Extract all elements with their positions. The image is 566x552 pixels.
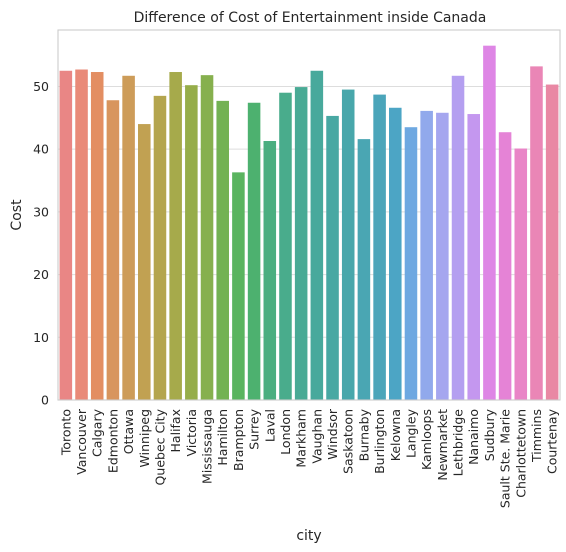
bar-timmins xyxy=(530,66,543,401)
x-tick-labels: Toronto Vancouver Calgary Edmonton Ottawa Win… xyxy=(58,408,559,508)
bar-toronto xyxy=(59,70,73,401)
x-tick-label: Surrey xyxy=(247,408,262,449)
x-tick-label: Langley xyxy=(403,408,418,458)
bar-calgary xyxy=(90,72,104,400)
bar-surrey xyxy=(247,102,261,401)
x-tick-label: Nanaimo xyxy=(466,409,481,465)
x-tick-label: Kamloops xyxy=(419,409,434,470)
y-tick-label: 40 xyxy=(33,142,49,157)
bar-newmarket xyxy=(436,112,449,400)
x-tick-label: Timmins xyxy=(529,409,544,463)
y-tick-label: 0 xyxy=(41,393,49,408)
bar-langley xyxy=(404,127,418,400)
bar-kamloops xyxy=(420,110,433,400)
bar-halifax xyxy=(169,72,182,400)
bars xyxy=(59,45,559,401)
bar-edmonton xyxy=(106,100,120,400)
x-tick-label: London xyxy=(278,409,293,455)
x-axis-label: city xyxy=(296,528,321,544)
bar-sudbury xyxy=(483,45,496,400)
x-tick-label: Lethbridge xyxy=(451,409,466,477)
x-tick-label: Burnaby xyxy=(356,408,371,461)
x-tick-label: Courtenay xyxy=(545,408,560,474)
x-tick-label: Ottawa xyxy=(121,409,136,454)
x-tick-label: Toronto xyxy=(58,409,73,456)
bar-ottawa xyxy=(122,75,135,400)
bar-charlottetown xyxy=(514,148,528,400)
bar-sault-ste-marie xyxy=(498,132,512,400)
x-tick-label: Mississauga xyxy=(200,409,215,484)
y-axis-label: Cost xyxy=(9,199,25,231)
x-tick-label: Windsor xyxy=(325,408,340,460)
x-tick-label: Vancouver xyxy=(74,408,89,475)
bar-hamilton xyxy=(216,100,229,400)
x-tick-label: Newmarket xyxy=(435,409,450,481)
y-tick-label: 50 xyxy=(33,79,49,94)
bar-victoria xyxy=(185,85,198,401)
y-tick-label: 20 xyxy=(33,267,49,282)
bar-vaughan xyxy=(310,70,324,401)
bar-saskatoon xyxy=(341,89,355,401)
bar-courtenay xyxy=(545,84,559,400)
x-tick-label: Quebec City xyxy=(152,408,167,485)
x-tick-label: Markham xyxy=(294,409,309,468)
x-tick-label: Burlington xyxy=(372,409,387,474)
bar-laval xyxy=(263,141,277,400)
bar-vancouver xyxy=(75,69,88,400)
bar-brampton xyxy=(232,172,245,400)
plot-frame xyxy=(57,29,561,401)
x-tick-label: Edmonton xyxy=(105,409,120,473)
bar-quebec-city xyxy=(153,95,167,400)
bar-winnipeg xyxy=(138,124,151,400)
chart-title: Difference of Cost of Entertainment insi… xyxy=(134,10,487,26)
bar-london xyxy=(279,92,292,401)
bar-markham xyxy=(294,87,308,400)
x-tick-label: Laval xyxy=(262,409,277,442)
x-tick-label: Sudbury xyxy=(482,408,497,461)
x-tick-label: Saskatoon xyxy=(341,409,356,474)
x-tick-label: Charlottetown xyxy=(513,409,528,498)
x-tick-label: Vaughan xyxy=(309,409,324,464)
bar-nanaimo xyxy=(467,114,480,400)
bar-kelowna xyxy=(389,107,402,401)
y-tick-label: 10 xyxy=(33,330,49,345)
bar-burnaby xyxy=(357,139,371,400)
y-tick-labels: 0 10 20 30 40 50 xyxy=(33,79,49,408)
x-tick-label: Sault Ste. Marie xyxy=(498,409,513,508)
y-tick-label: 30 xyxy=(33,204,49,219)
bar-lethbridge xyxy=(451,75,465,400)
bar-windsor xyxy=(326,115,339,400)
x-tick-label: Hamilton xyxy=(215,409,230,466)
x-tick-label: Kelowna xyxy=(388,409,403,461)
x-tick-label: Brampton xyxy=(231,409,246,471)
bar-mississauga xyxy=(200,75,214,401)
x-tick-label: Halifax xyxy=(168,409,183,452)
x-tick-label: Calgary xyxy=(90,408,105,457)
x-tick-label: Victoria xyxy=(184,409,199,456)
x-tick-label: Winnipeg xyxy=(137,409,152,467)
bar-burlington xyxy=(373,94,386,400)
